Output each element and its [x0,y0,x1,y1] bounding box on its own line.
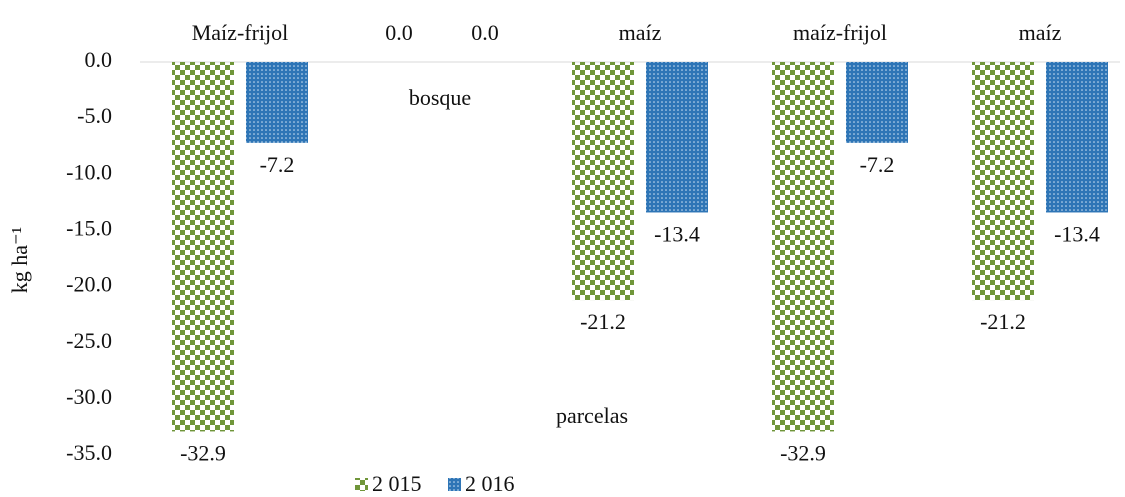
bar [572,62,634,301]
y-tick-label: -25.0 [66,328,112,353]
bar [846,62,908,143]
legend-label: 2 016 [465,471,515,496]
bar [972,62,1034,301]
value-label: -21.2 [980,309,1026,334]
y-tick-label: -20.0 [66,272,112,297]
bar [646,62,708,213]
y-tick-label: -30.0 [66,384,112,409]
bar [246,62,308,143]
value-label: 0.0 [385,20,413,45]
bar [172,62,234,432]
y-tick-label: -35.0 [66,440,112,465]
x-axis-title: parcelas [556,403,628,428]
category-label: bosque [409,85,471,110]
value-label: 0.0 [471,20,499,45]
y-tick-label: -10.0 [66,159,112,184]
bar [1046,62,1108,213]
y-tick-label: -5.0 [77,103,112,128]
category-label: maíz [1019,20,1062,45]
legend-swatch [355,478,368,491]
value-label: -21.2 [580,309,626,334]
y-tick-label: -15.0 [66,215,112,240]
y-tick-label: 0.0 [85,47,113,72]
value-label: -32.9 [780,440,826,465]
value-label: -13.4 [1054,222,1100,247]
legend-label: 2 015 [372,471,422,496]
y-axis-title: kg ha⁻¹ [7,227,32,293]
category-label: Maíz-frijol [192,20,289,45]
value-label: -7.2 [260,152,295,177]
legend-swatch [448,478,461,491]
value-label: -32.9 [180,440,226,465]
category-label: maíz-frijol [793,20,887,45]
value-label: -13.4 [654,222,700,247]
value-label: -7.2 [860,152,895,177]
category-label: maíz [619,20,662,45]
bar [772,62,834,432]
